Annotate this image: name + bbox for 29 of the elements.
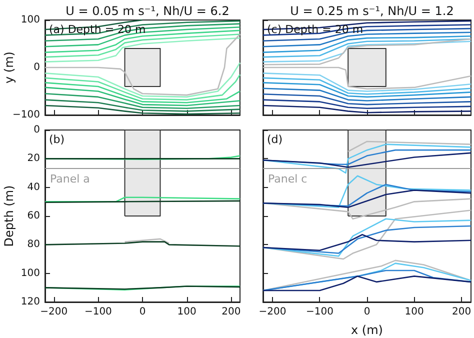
y-tick-label: 100	[20, 14, 40, 26]
y-tick-label: 120	[20, 296, 40, 308]
y-axis-title: y (m)	[2, 52, 16, 84]
y-tick-label: 20	[27, 153, 40, 164]
y-tick-label: 60	[27, 210, 40, 222]
annotation: (b)	[49, 133, 65, 146]
x-axis-title: x (m)	[351, 323, 383, 337]
x-tick-label: −100	[306, 306, 334, 318]
y-axis-title: Depth (m)	[2, 185, 16, 247]
x-tick-label: 0	[139, 306, 146, 318]
y-tick-label: 0	[34, 124, 40, 136]
y-tick-label: 40	[27, 182, 40, 193]
y-tick-label: 100	[20, 268, 40, 279]
ref-line-label: Panel a	[50, 172, 90, 186]
x-tick-label: 0	[364, 306, 370, 318]
chart-title: U = 0.25 m s⁻¹, Nh/U = 1.2	[290, 4, 454, 18]
chart-title: U = 0.05 m s⁻¹, Nh/U = 6.2	[66, 4, 230, 18]
x-tick-label: 200	[452, 306, 472, 318]
annotation: (d)	[267, 133, 283, 146]
x-tick-label: −100	[84, 306, 112, 318]
x-tick-label: 200	[222, 306, 241, 318]
x-tick-label: −200	[40, 306, 68, 318]
ref-line-label: Panel c	[268, 172, 308, 186]
y-tick-label: 0	[34, 62, 40, 73]
x-tick-label: −200	[258, 306, 286, 318]
x-tick-label: 100	[404, 306, 424, 318]
x-tick-label: 100	[177, 306, 196, 318]
y-tick-label: −100	[12, 110, 40, 120]
y-tick-label: 80	[27, 239, 40, 250]
